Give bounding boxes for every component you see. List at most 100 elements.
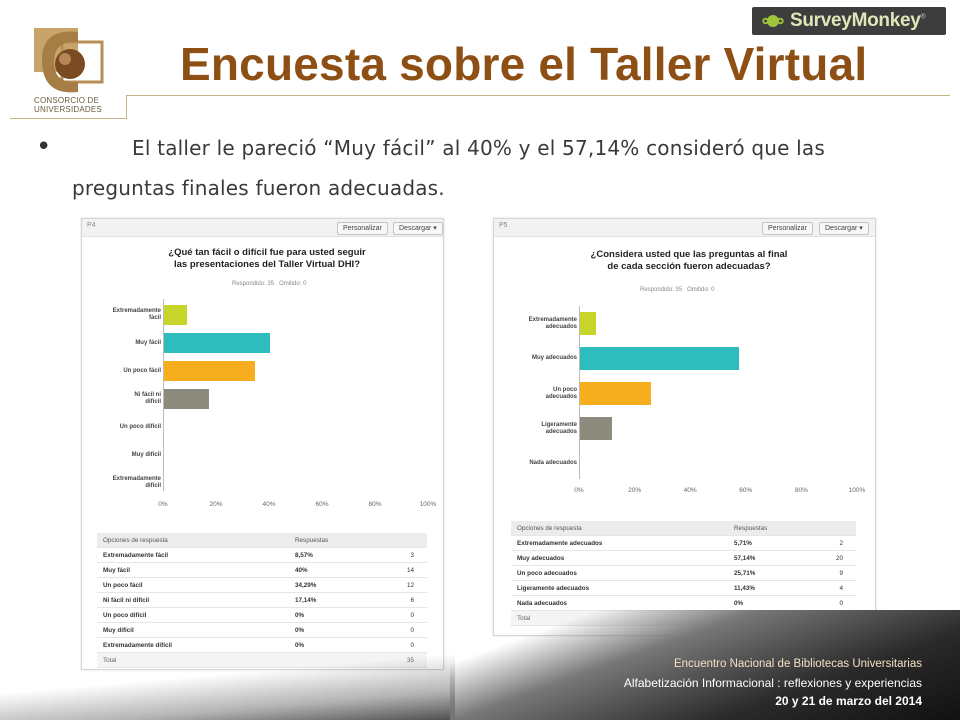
x-tick-label: 60%: [739, 487, 753, 494]
descargar-button[interactable]: Descargar ▾: [819, 222, 869, 235]
panel-id: P5: [499, 222, 508, 229]
column-header-responses: Respuestas: [734, 525, 768, 532]
table-row: Muy fácil 40% 14: [97, 563, 427, 578]
option-label: Un poco fácil: [103, 582, 143, 589]
response-percent: 5,71%: [734, 540, 752, 547]
question-line-2: las presentaciones del Taller Virtual DH…: [173, 259, 361, 270]
x-tick-label: 20%: [209, 501, 223, 508]
option-label: Extremadamente fácil: [103, 552, 169, 559]
panel-header: P4 Personalizar Descargar ▾: [82, 219, 443, 237]
category-label: Un poco difícil: [82, 424, 161, 431]
bullet-text-line-2: preguntas finales fueron adecuadas.: [72, 176, 445, 200]
option-label: Extremadamente adecuados: [517, 540, 603, 547]
table-row: Ligeramente adecuados 11,43% 4: [511, 581, 856, 596]
surveymonkey-logo: SurveyMonkey®: [752, 7, 946, 35]
bullet-point: •: [36, 132, 52, 162]
panel-id: P4: [87, 222, 96, 229]
footer-background: [450, 610, 960, 720]
bar[interactable]: [164, 333, 270, 353]
bar[interactable]: [580, 347, 739, 370]
surveymonkey-name: SurveyMonkey: [790, 10, 921, 31]
surveymonkey-wordmark: SurveyMonkey®: [790, 10, 926, 32]
bar[interactable]: [580, 417, 612, 440]
category-label-line: Un poco fácil: [123, 367, 161, 374]
category-label: Muy difícil: [82, 452, 161, 459]
category-label-line: Extremadamente: [112, 476, 161, 482]
x-tick-label: 0%: [158, 501, 168, 508]
respondido-count: Respondido: 35: [232, 281, 275, 287]
table-row: Extremadamente adecuados 5,71% 2: [511, 536, 856, 551]
option-label: Muy fácil: [103, 567, 130, 574]
response-count: 0: [839, 600, 843, 607]
category-label-line: difícil: [145, 399, 161, 405]
response-percent: 25,71%: [734, 570, 756, 577]
category-label-line: Ni fácil ni: [134, 392, 161, 398]
category-label: Muy fácil: [82, 340, 161, 347]
option-label: Muy adecuados: [517, 555, 565, 562]
bar[interactable]: [580, 312, 596, 335]
option-label: Nada adecuados: [517, 600, 568, 607]
x-tick-label: 100%: [848, 487, 866, 494]
logo-divider: [10, 118, 126, 119]
header-divider: [126, 95, 950, 96]
response-meta: Respondido: 35 Omitido: 0: [640, 287, 714, 293]
personalizar-button[interactable]: Personalizar: [337, 222, 388, 235]
response-count: 3: [410, 552, 414, 559]
bullet-text-line-1: El taller le pareció “Muy fácil” al 40% …: [132, 136, 825, 160]
bar[interactable]: [580, 382, 652, 405]
table-row: Extremadamente fácil 8,57% 3: [97, 548, 427, 563]
question-line-2: de cada sección fueron adecuadas?: [607, 261, 771, 272]
x-tick-label: 40%: [683, 487, 697, 494]
category-label-line: Ligeramente: [541, 421, 577, 428]
category-label-line: adecuados: [545, 428, 577, 435]
registered-mark: ®: [920, 13, 926, 21]
category-label: Ni fácil ni difícil: [82, 392, 161, 406]
response-percent: 0%: [734, 600, 744, 607]
column-header-options: Opciones de respuesta: [103, 537, 168, 544]
response-percent: 34,29%: [295, 582, 317, 589]
bar[interactable]: [164, 389, 210, 409]
descargar-button[interactable]: Descargar ▾: [393, 222, 443, 235]
x-tick-label: 80%: [794, 487, 808, 494]
bar[interactable]: [164, 305, 187, 325]
category-label-line: Un poco difícil: [119, 423, 161, 430]
footer-subtitle: Alfabetización Informacional : reflexion…: [623, 676, 922, 690]
question-title: ¿Qué tan fácil o difícil fue para usted …: [122, 247, 412, 271]
chart-axis: [163, 299, 164, 491]
option-label: Ligeramente adecuados: [517, 585, 590, 592]
event-footer: Encuentro Nacional de Bibliotecas Univer…: [450, 610, 960, 720]
category-label-line: difícil: [145, 483, 161, 489]
respondido-count: Respondido: 35: [640, 287, 683, 293]
option-label: Un poco adecuados: [517, 570, 577, 577]
response-percent: 40%: [295, 567, 308, 574]
category-label-line: Nada adecuados: [529, 460, 577, 466]
response-count: 9: [839, 570, 843, 577]
personalizar-button[interactable]: Personalizar: [762, 222, 813, 235]
category-label-line: fácil: [148, 315, 161, 321]
category-label-line: Muy adecuados: [531, 355, 577, 361]
response-count: 14: [406, 567, 414, 574]
x-tick-label: 20%: [628, 487, 642, 494]
table-row: Un poco adecuados 25,71% 9: [511, 566, 856, 581]
question-line-1: ¿Qué tan fácil o difícil fue para usted …: [168, 247, 366, 258]
footer-event-name: Encuentro Nacional de Bibliotecas Univer…: [673, 658, 922, 670]
category-label-line: adecuados: [545, 393, 577, 400]
response-count: 20: [835, 555, 843, 562]
response-percent: 17,14%: [295, 597, 317, 604]
omitido-count: Omitido: 0: [279, 281, 307, 287]
response-percent: 57,14%: [734, 555, 756, 562]
x-tick-label: 0%: [574, 487, 584, 494]
slide-title: Encuesta sobre el Taller Virtual: [180, 38, 868, 90]
category-label-line: adecuados: [545, 323, 577, 330]
bar[interactable]: [164, 361, 255, 381]
response-count: 12: [406, 582, 414, 589]
category-label-line: Muy fácil: [135, 339, 161, 346]
category-label: Ligeramente adecuados: [494, 422, 577, 436]
table-row: Nada adecuados 0% 0: [511, 596, 856, 611]
table-row: Muy adecuados 57,14% 20: [511, 551, 856, 566]
response-count: 2: [839, 540, 843, 547]
response-count: 6: [410, 597, 414, 604]
category-label: Extremadamente adecuados: [494, 317, 577, 331]
response-percent: 11,43%: [734, 585, 756, 592]
consortium-logo-text: CONSORCIO DE UNIVERSIDADES: [34, 96, 114, 114]
